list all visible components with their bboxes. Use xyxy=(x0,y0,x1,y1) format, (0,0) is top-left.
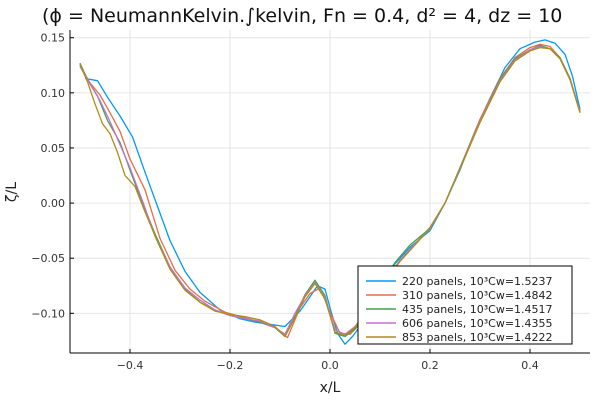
y-tick-label: −0.05 xyxy=(31,252,65,265)
y-tick-label: 0.00 xyxy=(41,197,66,210)
x-tick-label: 0.0 xyxy=(321,359,339,372)
legend-label-4: 606 panels, 10³Cw=1.4355 xyxy=(402,317,553,330)
x-tick-label: 0.2 xyxy=(421,359,439,372)
y-tick-label: −0.10 xyxy=(31,307,65,320)
y-tick-label: 0.10 xyxy=(41,87,66,100)
x-tick-label: 0.4 xyxy=(521,359,539,372)
series-line-5 xyxy=(79,46,581,338)
x-axis-label: x/L xyxy=(320,380,341,396)
y-tick-label: 0.15 xyxy=(41,32,66,45)
legend-label-3: 435 panels, 10³Cw=1.4517 xyxy=(402,303,553,316)
y-tick-label: 0.05 xyxy=(41,142,66,155)
y-ticks: 0.15 0.10 0.05 0.00 −0.05 −0.10 xyxy=(31,32,74,320)
x-tick-label: −0.4 xyxy=(117,359,144,372)
legend-label-2: 310 panels, 10³Cw=1.4842 xyxy=(402,289,553,302)
legend-box xyxy=(357,265,573,345)
legend-label-5: 853 panels, 10³Cw=1.4222 xyxy=(402,331,553,344)
series-lines xyxy=(79,39,581,345)
x-tick-label: −0.2 xyxy=(217,359,244,372)
x-ticks: −0.4 −0.2 0.0 0.2 0.4 xyxy=(117,349,539,372)
y-axis-label: ζ/L xyxy=(4,182,20,202)
legend-label-1: 220 panels, 10³Cw=1.5237 xyxy=(402,275,553,288)
chart-title: (ϕ = NeumannKelvin.∫kelvin, Fn = 0.4, d²… xyxy=(42,5,562,27)
